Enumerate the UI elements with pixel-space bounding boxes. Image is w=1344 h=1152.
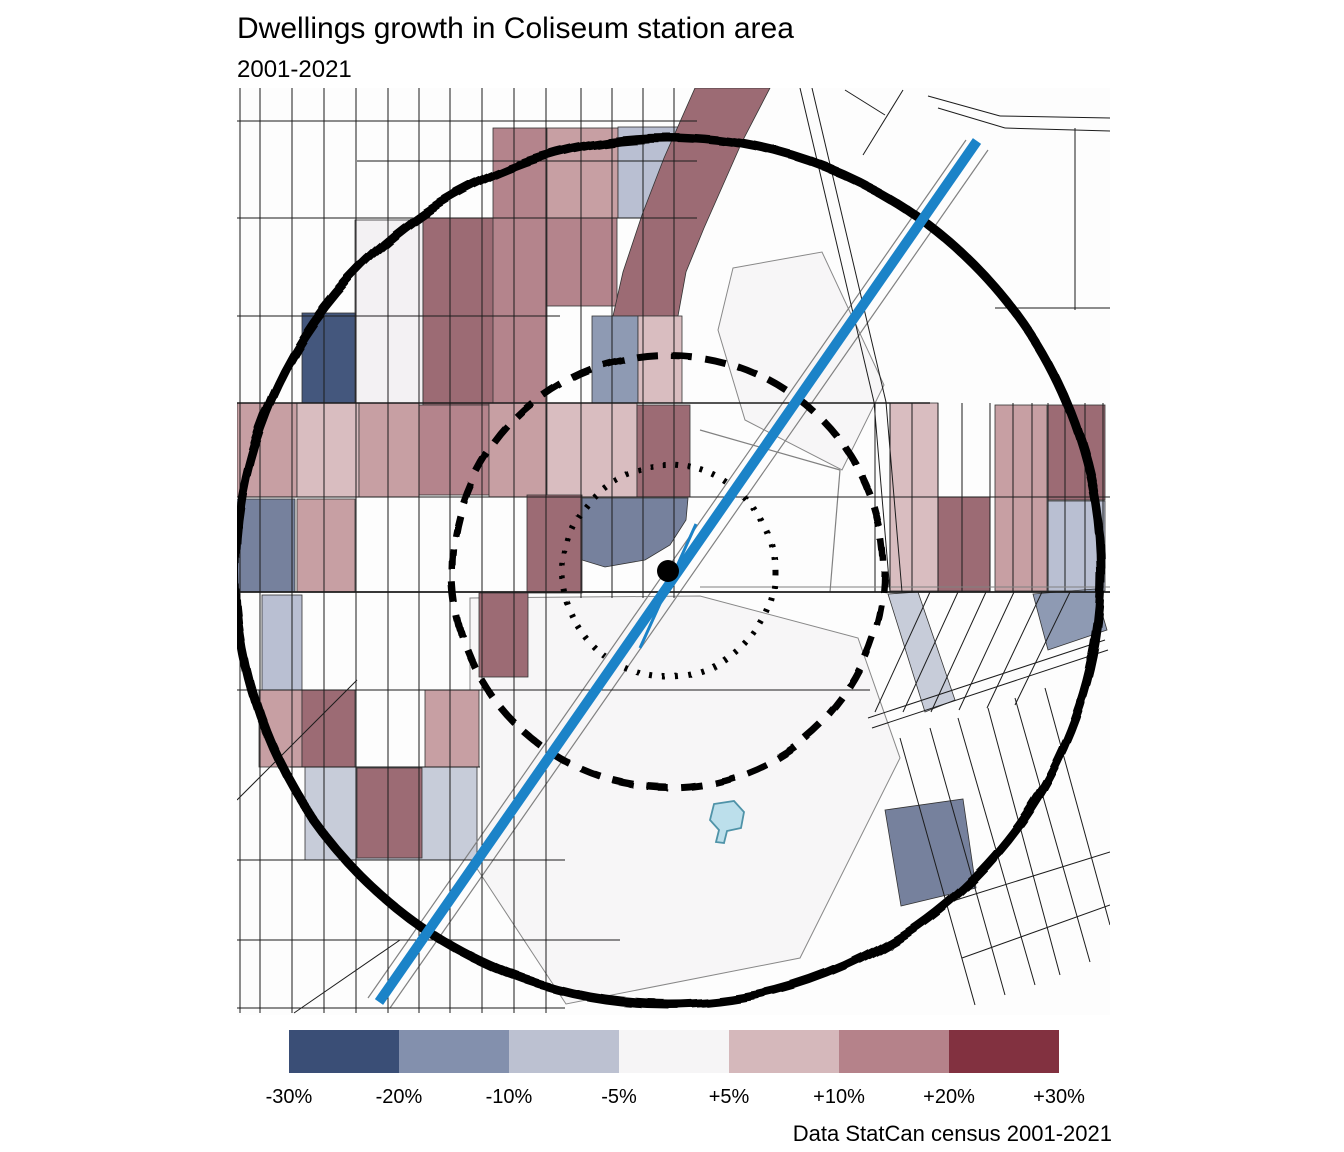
street-line — [844, 89, 886, 116]
street-line — [930, 591, 987, 713]
map-subtitle: 2001-2021 — [237, 56, 352, 83]
street-line — [937, 107, 1006, 129]
census-block — [478, 592, 529, 678]
legend-tick-label: -20% — [375, 1086, 423, 1108]
legend-tick-label: -5% — [601, 1086, 637, 1108]
street-line — [874, 591, 931, 713]
rail-row-boundary — [389, 149, 989, 1009]
census-block — [546, 217, 618, 307]
parcel-outline — [717, 251, 885, 471]
census-block — [636, 404, 691, 498]
street-line — [1014, 697, 1091, 963]
legend-swatch-2 — [509, 1030, 619, 1073]
station-marker — [657, 560, 679, 582]
radius-circle-inner-400m — [559, 462, 777, 680]
legend-swatch-1 — [399, 1030, 509, 1073]
street-line — [867, 639, 1106, 719]
street-line — [1004, 127, 1111, 132]
census-block — [354, 219, 424, 419]
radius-circle-mid-800m — [448, 351, 888, 791]
rail-row-boundary — [829, 469, 841, 593]
choropleth-legend — [289, 1030, 1059, 1073]
legend-swatch-3 — [619, 1030, 729, 1073]
legend-tick-label: +5% — [708, 1086, 750, 1108]
census-block — [581, 497, 689, 568]
census-block — [301, 689, 356, 768]
legend-swatch-6 — [949, 1030, 1059, 1073]
census-block — [526, 494, 583, 594]
street-line — [811, 87, 887, 403]
census-block — [418, 404, 490, 496]
street-line — [927, 95, 1001, 117]
map-canvas — [230, 87, 1111, 1015]
street-line — [871, 649, 1109, 729]
legend-tick-label: -10% — [485, 1086, 533, 1108]
street-line — [987, 707, 1061, 976]
street-line — [986, 591, 1043, 709]
legend-tick-label: +20% — [923, 1086, 975, 1108]
street-line — [293, 939, 401, 1014]
legend-tick-label: +30% — [1033, 1086, 1085, 1108]
street-line — [939, 851, 1111, 906]
street-line — [902, 591, 959, 713]
street-line — [1014, 591, 1071, 706]
street-line — [929, 727, 1006, 996]
station-area-map — [230, 87, 1111, 1015]
census-block — [236, 498, 296, 593]
census-block — [422, 217, 496, 419]
street-line — [885, 401, 903, 593]
street-line — [961, 904, 1111, 959]
census-block — [356, 767, 423, 859]
street-line — [799, 87, 875, 403]
census-block — [296, 498, 356, 593]
street-line — [899, 737, 976, 1006]
legend-tick-label: -30% — [265, 1086, 313, 1108]
census-block — [994, 404, 1048, 592]
legend-swatch-5 — [839, 1030, 949, 1073]
street-line — [1044, 687, 1111, 926]
map-title: Dwellings growth in Coliseum station are… — [237, 12, 794, 45]
census-block — [884, 798, 977, 907]
street-line — [958, 591, 1015, 711]
census-block — [546, 402, 638, 498]
street-line — [999, 115, 1111, 119]
legend-swatch-0 — [289, 1030, 399, 1073]
pond — [709, 800, 745, 844]
street-line — [873, 401, 891, 593]
census-block — [424, 689, 480, 768]
census-block — [296, 402, 360, 498]
legend-swatch-4 — [729, 1030, 839, 1073]
rail-row-boundary — [699, 429, 841, 471]
street-line — [862, 89, 904, 156]
legend-tick-label: +10% — [813, 1086, 865, 1108]
street-line — [236, 679, 358, 801]
census-block — [358, 402, 420, 498]
census-block — [937, 496, 991, 592]
census-block — [261, 594, 303, 691]
census-block — [1032, 588, 1108, 651]
data-source-caption: Data StatCan census 2001-2021 — [792, 1121, 1112, 1146]
